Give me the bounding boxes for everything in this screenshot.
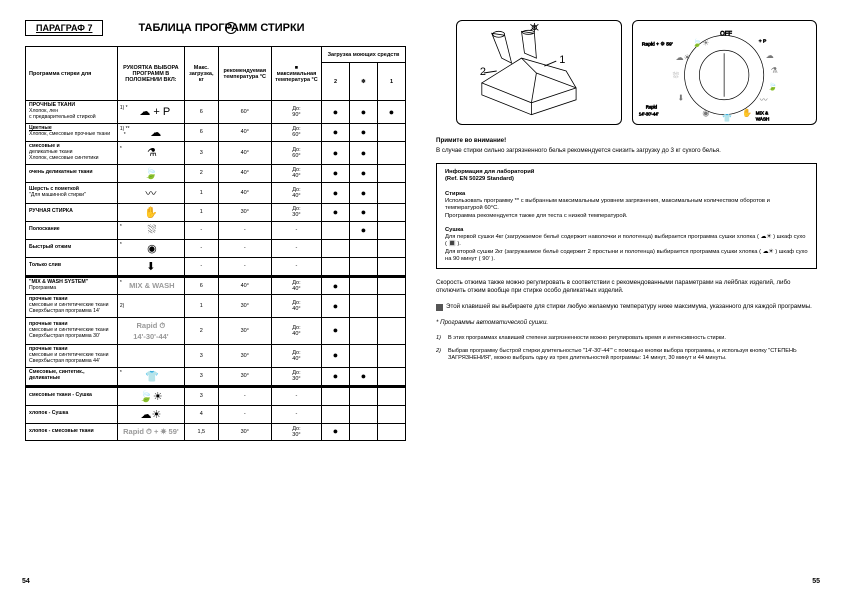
th-detS: ❄ [349,63,377,101]
table-row: хлопок - смесовые тканиRapid ⏱ + ☀ 59'1,… [26,423,406,440]
table-row: Полоскание*⛆---● [26,221,406,239]
paragraph-label: ПАРАГРАФ 7 [25,20,103,36]
svg-text:☁☀: ☁☀ [675,53,690,62]
svg-text:⛆: ⛆ [672,70,679,79]
th-load: Макс. загрузка, кг [185,47,219,101]
table-row: прочные тканисмесовые и синтетические тк… [26,344,406,367]
note-star: * Программы автоматической сушки. [436,319,817,327]
svg-text:🍃☀: 🍃☀ [692,37,709,47]
svg-text:〰: 〰 [760,95,768,104]
th-detergent: Загрузка моющих средств [321,47,405,63]
svg-text:◉: ◉ [702,108,709,117]
lab-info-box: Информация для лабораторий (Ref. EN 5022… [436,163,817,269]
th-det1: 1 [377,63,405,101]
note-square: Этой клавишей вы выбираете для стирки лю… [436,303,817,311]
table-row: Шерсть с пометкой"Для машинной стирки"〰1… [26,182,406,203]
left-page: ПАРАГРАФ 7 ТАБЛИЦА ПРОГРАММ СТИРКИ Прогр… [25,20,421,580]
table-row: Быстрый отжим*◉--- [26,239,406,257]
table-row: "MIX & WASH SYSTEM"Программа*MIX & WASH6… [26,277,406,294]
detergent-drawer-illustration: 1 2 [456,20,622,125]
th-det2: 2 [321,63,349,101]
svg-text:14'-30'-44': 14'-30'-44' [639,111,659,116]
page-number-left: 54 [22,578,30,585]
program-table: Программа стирки для РУКОЯТКА ВЫБОРА ПРО… [25,46,406,441]
svg-text:OFF: OFF [720,31,732,37]
svg-text:MIX &: MIX & [756,110,768,115]
table-row: смесовые ткани - Сушка🍃☀3-- [26,387,406,405]
svg-text:🍃: 🍃 [767,80,777,90]
th-maxtemp: ■максимальная температура °C [271,47,321,101]
attention-block: Примите во внимание! В случае стирки сил… [436,137,817,155]
th-temp: рекомендуемая температура °C [218,47,271,101]
svg-text:👕: 👕 [722,113,732,122]
table-row: ЦветныеХлопок, смесовые прочные ткани1) … [26,123,406,141]
svg-text:⚗: ⚗ [770,66,777,75]
svg-text:⬇: ⬇ [677,93,684,102]
th-symbol: РУКОЯТКА ВЫБОРА ПРОГРАММ В ПОЛОЖЕНИИ ВКЛ… [117,47,184,101]
table-row: РУЧНАЯ СТИРКА✋130°До: 30°●● [26,203,406,221]
svg-text:Rapid: Rapid [646,104,658,109]
svg-text:Rapid + ☀ 59': Rapid + ☀ 59' [642,41,673,47]
table-row: смесовые иделикатные тканиХлопок, смесов… [26,141,406,164]
svg-text:+ P: + P [759,38,767,44]
program-dial-illustration: OFF + P Rapid + ☀ 59' Rapid 14'-30'-44' … [632,20,817,125]
svg-text:WASH: WASH [756,116,769,121]
table-row: Только слив⬇--- [26,257,406,276]
table-row: прочные тканисмесовые и синтетические тк… [26,317,406,344]
svg-text:1: 1 [559,54,565,66]
svg-text:2: 2 [480,65,486,77]
right-page: 1 2 OFF + P Rapid + ☀ 59' Rapid 14'-30'-… [421,20,817,580]
eu-badge: EU [225,22,237,34]
table-row: хлопок - Сушка☁☀4-- [26,405,406,423]
footnote-2: 2) Выбрав программу быстрой стирки длите… [436,348,817,363]
page-title: ТАБЛИЦА ПРОГРАММ СТИРКИ [138,22,304,34]
svg-text:☁: ☁ [765,51,773,60]
note-speed: Скорость отжима также можно регулировать… [436,279,817,295]
svg-text:✋: ✋ [742,107,752,117]
table-row: Смесовые, синтетик., деликатные*👕330°До:… [26,367,406,386]
th-program: Программа стирки для [26,47,118,101]
footnote-1: 1) В этих программах клавишей степени за… [436,335,817,342]
table-row: очень деликатные ткани🍃240°До: 40°●● [26,164,406,182]
table-row: ПРОЧНЫЕ ТКАНИХлопок, ленс предварительно… [26,101,406,124]
page-number-right: 55 [812,578,820,585]
table-row: прочные тканисмесовые и синтетические тк… [26,294,406,317]
